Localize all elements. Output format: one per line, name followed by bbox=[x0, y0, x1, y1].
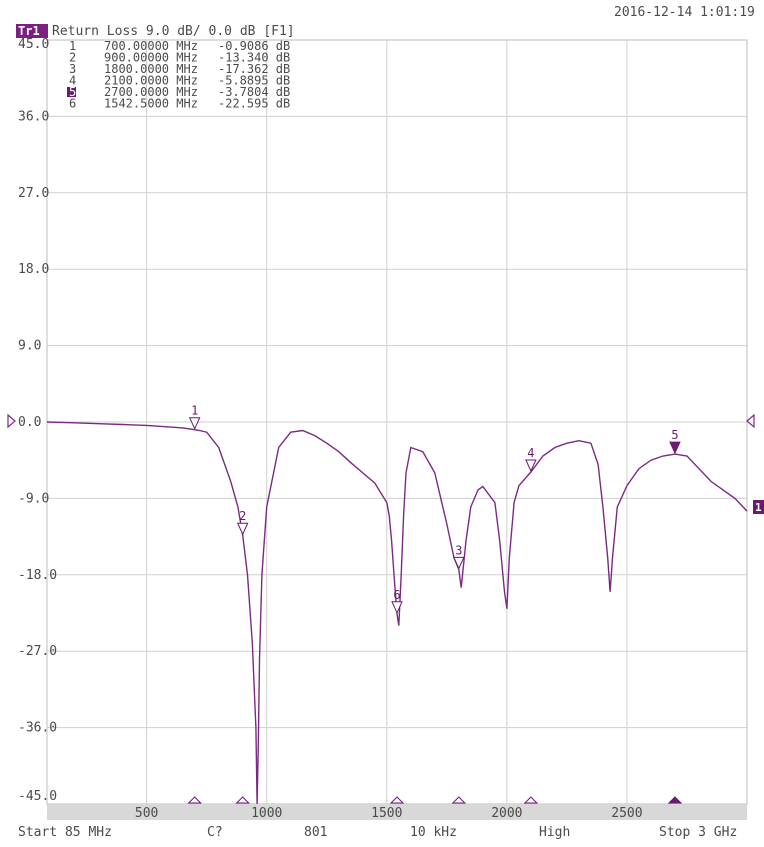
marker-1-position-icon bbox=[187, 796, 202, 804]
marker-row-number[interactable]: 6 bbox=[69, 97, 76, 111]
marker-row-value: -17.362 dB bbox=[218, 62, 290, 76]
marker-5-position-icon bbox=[667, 796, 683, 804]
marker-3-icon[interactable] bbox=[453, 556, 465, 570]
marker-1-label: 1 bbox=[191, 404, 198, 418]
marker-2-position-icon bbox=[235, 796, 250, 804]
marker-4-icon[interactable] bbox=[525, 459, 537, 473]
marker-row-number[interactable]: 4 bbox=[69, 74, 76, 88]
marker-row-number[interactable]: 2 bbox=[69, 51, 76, 65]
right-trace-indicator-label: 1 bbox=[755, 501, 762, 514]
trace-badge-label: Tr1 bbox=[18, 24, 40, 38]
y-tick-label: -27.0 bbox=[18, 644, 57, 659]
marker-5-label: 5 bbox=[671, 428, 678, 442]
y-tick-label: -9.0 bbox=[18, 491, 49, 506]
marker-6-position-icon bbox=[389, 796, 405, 804]
marker-6-icon[interactable] bbox=[391, 601, 403, 615]
y-tick-label: 45.0 bbox=[18, 37, 49, 52]
y-tick-label: -18.0 bbox=[18, 568, 57, 583]
marker-row-frequency: 700.00000 MHz bbox=[104, 39, 198, 53]
marker-table: 1 700.00000 MHz -0.9086 dB 2 900.00000 MHz -1… bbox=[67, 39, 290, 111]
marker-row-value: -5.8895 dB bbox=[218, 74, 290, 88]
status-stop[interactable]: Stop 3 GHz bbox=[659, 825, 737, 840]
marker-4-label: 4 bbox=[527, 446, 534, 460]
reference-level-right-icon bbox=[746, 413, 755, 429]
trace-header-text: Return Loss 9.0 dB/ 0.0 dB [F1] bbox=[52, 24, 295, 39]
x-axis-band bbox=[47, 804, 747, 820]
marker-row-value: -3.7804 dB bbox=[218, 85, 290, 99]
marker-row-number[interactable]: 5 bbox=[69, 85, 76, 99]
status-power[interactable]: High bbox=[539, 825, 570, 840]
return-loss-trace bbox=[46, 421, 748, 805]
marker-row-frequency: 2700.0000 MHz bbox=[104, 85, 198, 99]
marker-2-label: 2 bbox=[239, 509, 246, 523]
marker-5-icon[interactable] bbox=[669, 441, 681, 455]
status-start[interactable]: Start 85 MHz bbox=[18, 825, 112, 840]
y-axis-tick-labels: 45.0 36.0 27.0 18.0 9.0 0.0 -9.0 -18.0 -27.0 -36.… bbox=[18, 37, 57, 804]
marker-row-frequency: 1542.5000 MHz bbox=[104, 97, 198, 111]
marker-row-value: -0.9086 dB bbox=[218, 39, 290, 53]
grid-horizontal-lines bbox=[47, 115, 747, 729]
y-tick-label: 36.0 bbox=[18, 109, 49, 124]
x-axis-tick-labels: 500 1000 1500 2000 2500 bbox=[135, 806, 643, 821]
marker-row-number[interactable]: 1 bbox=[69, 39, 76, 53]
marker-3-label: 3 bbox=[455, 543, 462, 557]
x-tick-label: 2000 bbox=[491, 806, 522, 821]
trace-badge[interactable] bbox=[16, 24, 48, 38]
x-tick-label: 1500 bbox=[371, 806, 402, 821]
y-tick-label: 18.0 bbox=[18, 262, 49, 277]
active-marker-highlight bbox=[67, 87, 76, 97]
marker-row-value: -22.595 dB bbox=[218, 97, 290, 111]
bottom-marker-triangles bbox=[187, 796, 683, 804]
marker-row-frequency: 900.00000 MHz bbox=[104, 51, 198, 65]
marker-4-position-icon bbox=[523, 796, 539, 804]
marker-symbols: 1 2 3 4 5 6 bbox=[188, 404, 681, 615]
marker-3-position-icon bbox=[451, 796, 467, 804]
status-bar: Start 85 MHz C? 801 10 kHz High Stop 3 G… bbox=[18, 825, 737, 840]
right-trace-indicator bbox=[753, 500, 764, 514]
marker-row-frequency: 2100.0000 MHz bbox=[104, 74, 198, 88]
y-tick-label: -36.0 bbox=[18, 721, 57, 736]
x-tick-label: 500 bbox=[135, 806, 158, 821]
marker-row-frequency: 1800.0000 MHz bbox=[104, 62, 198, 76]
status-points[interactable]: 801 bbox=[304, 825, 327, 840]
y-tick-label: 0.0 bbox=[18, 415, 41, 430]
marker-1-icon[interactable] bbox=[188, 417, 201, 430]
x-tick-label: 2500 bbox=[611, 806, 642, 821]
status-cal[interactable]: C? bbox=[207, 825, 223, 840]
status-ifbw[interactable]: 10 kHz bbox=[410, 825, 457, 840]
y-tick-label: -45.0 bbox=[18, 789, 57, 804]
timestamp: 2016-12-14 1:01:19 bbox=[614, 5, 755, 20]
marker-2-icon[interactable] bbox=[236, 522, 249, 536]
reference-level-left-icon bbox=[7, 413, 16, 429]
marker-row-number[interactable]: 3 bbox=[69, 62, 76, 76]
marker-6-label: 6 bbox=[393, 588, 400, 602]
grid-vertical-lines bbox=[146, 40, 628, 804]
x-tick-label: 1000 bbox=[251, 806, 282, 821]
y-tick-label: 27.0 bbox=[18, 186, 49, 201]
y-tick-label: 9.0 bbox=[18, 339, 41, 354]
marker-row-value: -13.340 dB bbox=[218, 51, 290, 65]
